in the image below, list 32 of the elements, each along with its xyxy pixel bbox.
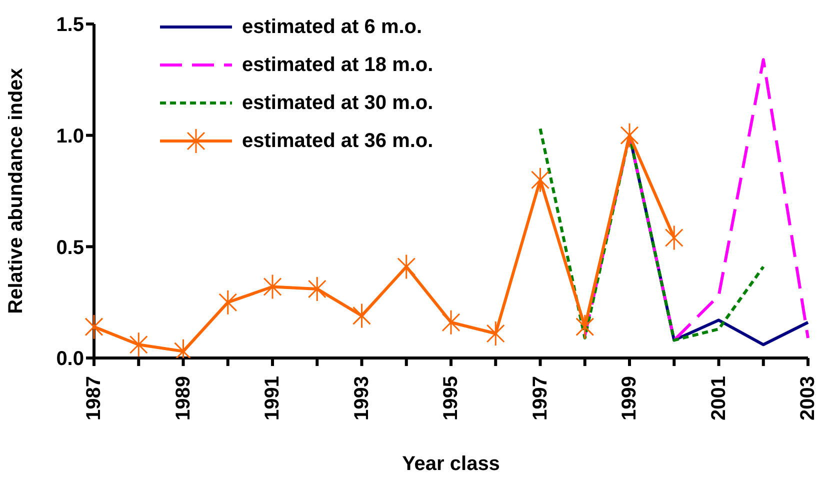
point <box>129 332 148 358</box>
legend-label: estimated at 30 m.o. <box>242 92 434 114</box>
x-tick-label: 1993 <box>350 376 373 420</box>
legend-label: estimated at 18 m.o. <box>242 54 434 76</box>
y-tick-label: 0.5 <box>56 236 84 259</box>
legend-label: estimated at 36 m.o. <box>242 130 434 152</box>
x-tick-label: 1989 <box>172 376 194 420</box>
point <box>486 320 505 346</box>
point <box>576 314 594 340</box>
x-axis-title: Year class <box>402 453 500 475</box>
point <box>263 274 282 300</box>
y-tick-label: 0.0 <box>56 348 84 370</box>
x-tick-label: 1991 <box>262 376 284 420</box>
point <box>84 314 104 340</box>
point <box>352 302 371 328</box>
x-tick-label: 1999 <box>618 376 640 420</box>
point <box>664 225 684 251</box>
point <box>620 122 639 148</box>
point <box>218 290 238 316</box>
x-tick-label: 1987 <box>83 376 105 420</box>
x-tick-label: 2003 <box>797 376 819 420</box>
point <box>308 276 326 302</box>
legend-label: estimated at 6 m.o. <box>242 16 422 38</box>
point <box>531 167 550 193</box>
x-tick-label: 1995 <box>440 376 462 420</box>
y-tick-label: 1.0 <box>56 125 84 148</box>
y-tick-label: 1.5 <box>56 14 84 36</box>
point <box>442 310 460 336</box>
point <box>397 254 416 280</box>
x-tick-label: 2001 <box>708 376 730 420</box>
x-tick-label: 1997 <box>529 376 552 420</box>
line-series <box>538 127 765 342</box>
